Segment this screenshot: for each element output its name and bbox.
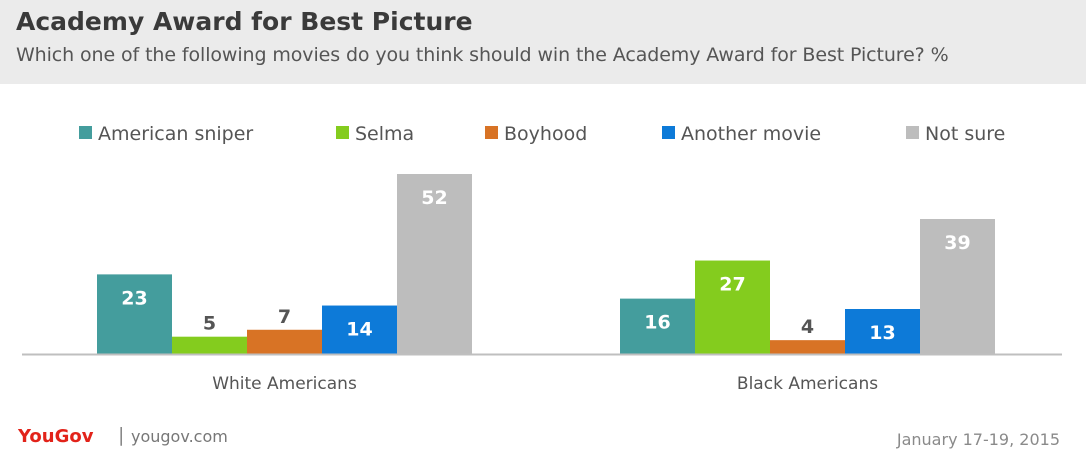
bar-american-sniper-white-americans xyxy=(97,274,172,354)
header-band: Academy Award for Best Picture Which one… xyxy=(0,0,1086,84)
value-label-american-sniper-black-americans: 16 xyxy=(644,312,670,334)
value-label-selma-white-americans: 5 xyxy=(203,313,216,335)
legend-swatch-not-sure xyxy=(906,126,919,139)
chart-subtitle: Which one of the following movies do you… xyxy=(16,44,949,66)
chart-title: Academy Award for Best Picture xyxy=(16,7,473,36)
bar-not-sure-black-americans xyxy=(920,219,995,354)
legend-label-selma: Selma xyxy=(355,123,414,145)
value-label-another-movie-white-americans: 14 xyxy=(346,319,372,341)
footer-date: January 17-19, 2015 xyxy=(896,430,1060,449)
value-label-not-sure-white-americans: 52 xyxy=(421,187,447,209)
category-label-black-americans: Black Americans xyxy=(737,374,878,394)
footer-separator: | xyxy=(118,424,125,446)
bar-selma-white-americans xyxy=(172,336,247,354)
legend-swatch-another-movie xyxy=(662,126,675,139)
legend-swatch-boyhood xyxy=(485,126,498,139)
value-label-american-sniper-white-americans: 23 xyxy=(121,287,147,309)
bar-not-sure-white-americans xyxy=(397,174,472,354)
category-label-white-americans: White Americans xyxy=(212,374,357,394)
legend-label-not-sure: Not sure xyxy=(925,123,1005,145)
bar-another-movie-white-americans xyxy=(322,305,397,354)
value-label-not-sure-black-americans: 39 xyxy=(944,232,970,254)
bar-selma-black-americans xyxy=(695,260,770,354)
value-label-selma-black-americans: 27 xyxy=(719,274,745,296)
bar-chart: American sniper Selma Boyhood Another movie… xyxy=(22,123,1062,394)
legend-label-another-movie: Another movie xyxy=(681,123,821,145)
value-label-boyhood-black-americans: 4 xyxy=(801,316,814,338)
bar-american-sniper-black-americans xyxy=(620,298,695,354)
bar-another-movie-black-americans xyxy=(845,309,920,354)
bar-boyhood-white-americans xyxy=(247,329,322,354)
legend-swatch-american-sniper xyxy=(79,126,92,139)
bar-boyhood-black-americans xyxy=(770,340,845,354)
value-label-another-movie-black-americans: 13 xyxy=(869,322,895,344)
legend-label-american-sniper: American sniper xyxy=(98,123,253,145)
legend-swatch-selma xyxy=(336,126,349,139)
legend-label-boyhood: Boyhood xyxy=(504,123,587,145)
footer-site: yougov.com xyxy=(131,427,228,446)
yougov-logo: YouGov xyxy=(18,426,94,447)
value-label-boyhood-white-americans: 7 xyxy=(278,306,291,328)
